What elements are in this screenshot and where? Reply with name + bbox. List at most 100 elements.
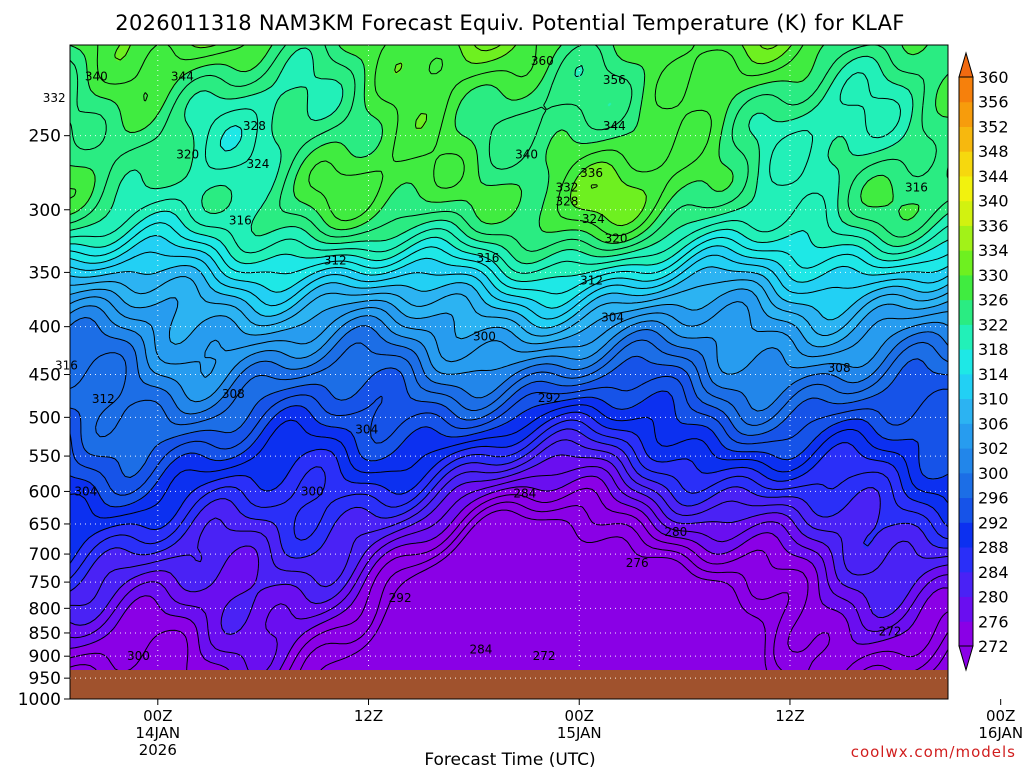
contour-label: 332 <box>555 180 578 194</box>
contour-line-278 <box>70 466 948 677</box>
colorbar-label: 288 <box>978 538 1009 557</box>
y-tick-label: 450 <box>29 366 61 386</box>
contour-label: 312 <box>92 392 115 406</box>
contour-line-310 <box>70 265 948 329</box>
contour-line-326 <box>70 45 948 244</box>
contour-label: 312 <box>580 273 603 287</box>
contour-label: 300 <box>127 649 150 663</box>
colorbar-label: 322 <box>978 315 1009 334</box>
y-tick-label: 750 <box>29 573 61 593</box>
y-axis: 250 300 350 400 450 500 550 600 650 700 750 800 850 9… <box>18 127 70 710</box>
contour-line-316 <box>70 222 948 295</box>
colorbar-label: 340 <box>978 192 1009 211</box>
colorbar-frame <box>958 76 974 647</box>
x-tick-label: 00Z <box>143 707 172 725</box>
x-axis-label: Forecast Time (UTC) <box>424 750 595 768</box>
colorbar-swatch <box>959 398 973 424</box>
contour-line-312 <box>70 251 948 320</box>
chart-title: 2026011318 NAM3KM Forecast Equiv. Potent… <box>115 11 904 35</box>
colorbar-label: 334 <box>978 241 1009 260</box>
colorbar-swatch <box>959 200 973 226</box>
x-tick-date: 16JAN <box>978 724 1023 742</box>
contour-label: 284 <box>469 642 492 656</box>
y-tick-label: 650 <box>29 515 61 535</box>
colorbar-swatch <box>959 225 973 251</box>
x-tick-date: 15JAN <box>557 724 602 742</box>
colorbar-swatch <box>959 250 973 276</box>
y-tick-label: 500 <box>29 408 61 428</box>
colorbar-swatch <box>959 126 973 152</box>
contour-label: 280 <box>664 525 687 539</box>
y-tick-label: 600 <box>29 482 61 502</box>
contour-label: 340 <box>85 69 108 83</box>
contour-label: 292 <box>538 391 561 405</box>
contour-line-288 <box>70 411 948 564</box>
contour-line-330 <box>114 45 792 227</box>
colorbar-swatch <box>959 547 973 573</box>
colorbar-swatch <box>959 349 973 375</box>
colorbar-swatch <box>959 448 973 474</box>
colorbar-swatch <box>959 77 973 103</box>
contour-line-284 <box>70 428 948 592</box>
colorbar-bottom-arrow <box>958 645 974 672</box>
colorbar-label: 326 <box>978 291 1009 310</box>
colorbar-label: 318 <box>978 340 1009 359</box>
colorbar-swatch <box>959 621 973 647</box>
colorbar-label: 310 <box>978 390 1009 409</box>
contour-label: 292 <box>389 591 412 605</box>
colorbar-swatch <box>959 175 973 202</box>
colorbar-label: 344 <box>978 167 1009 186</box>
ground-band <box>70 670 948 699</box>
contour-line-292 <box>70 390 948 508</box>
contour-label: 312 <box>324 254 347 268</box>
plot-frame <box>69 44 949 700</box>
x-tick-label: 00Z <box>986 707 1015 725</box>
colorbar-label: 302 <box>978 439 1009 458</box>
contour-line-308 <box>70 276 948 337</box>
colorbar-label: 296 <box>978 489 1009 508</box>
x-tick-label: 00Z <box>565 707 594 725</box>
colorbar-label: 284 <box>978 563 1009 582</box>
colorbar-top-arrow <box>958 51 974 78</box>
contour-line-294 <box>70 375 948 496</box>
contour-line-314 <box>70 235 948 309</box>
contour-line-300 <box>70 317 948 415</box>
contour-label: 360 <box>531 54 554 68</box>
colorbar-label: 314 <box>978 365 1009 384</box>
contour-label: 300 <box>473 330 496 344</box>
colorbar-swatch <box>959 324 973 350</box>
colorbar-label: 352 <box>978 117 1009 136</box>
contour-label: 300 <box>301 484 324 498</box>
contour-label: 328 <box>555 195 578 209</box>
colorbar-swatch <box>959 423 973 449</box>
y-tick-label: 400 <box>29 318 61 338</box>
colorbar-label: 272 <box>978 637 1009 656</box>
y-tick-label: 1000 <box>18 690 61 710</box>
contour-line-296 <box>70 355 948 478</box>
x-tick-label: 12Z <box>354 707 383 725</box>
contour-label: 304 <box>355 422 378 436</box>
colorbar-swatch <box>959 299 973 325</box>
contour-label: 344 <box>171 69 194 83</box>
contour-label: 344 <box>603 119 626 133</box>
contour-label: 316 <box>55 358 78 372</box>
colorbar-label: 280 <box>978 588 1009 607</box>
contour-label: 324 <box>582 212 605 226</box>
contour-label: 324 <box>246 157 269 171</box>
theta-e-field <box>70 45 948 699</box>
colorbar: 272 276 280 284 288 292 296 300 302 306 310 314 318 3… <box>958 51 1009 672</box>
colorbar-swatch <box>959 101 973 127</box>
contour-label: 332 <box>43 91 66 105</box>
credit-text: coolwx.com/models <box>851 743 1016 761</box>
colorbar-swatch <box>959 497 973 523</box>
x-tick-label: 12Z <box>775 707 804 725</box>
contour-line-320 <box>70 72 948 274</box>
colorbar-label: 336 <box>978 216 1009 235</box>
contour-label: 272 <box>879 625 902 639</box>
contour-line-276 <box>70 475 948 694</box>
contour-line-328 <box>70 45 804 237</box>
grid <box>70 45 1002 679</box>
contour-label: 284 <box>513 486 536 500</box>
